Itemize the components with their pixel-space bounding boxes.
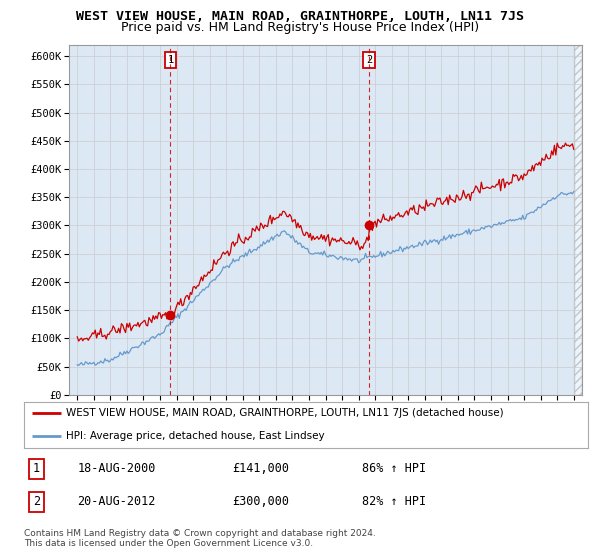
Text: 1: 1 <box>167 55 173 65</box>
Text: £300,000: £300,000 <box>233 495 290 508</box>
Text: £141,000: £141,000 <box>233 463 290 475</box>
Text: WEST VIEW HOUSE, MAIN ROAD, GRAINTHORPE, LOUTH, LN11 7JS (detached house): WEST VIEW HOUSE, MAIN ROAD, GRAINTHORPE,… <box>66 408 504 418</box>
Text: HPI: Average price, detached house, East Lindsey: HPI: Average price, detached house, East… <box>66 431 325 441</box>
Text: 1: 1 <box>33 463 40 475</box>
Text: 86% ↑ HPI: 86% ↑ HPI <box>362 463 427 475</box>
Text: 20-AUG-2012: 20-AUG-2012 <box>77 495 156 508</box>
Text: 2: 2 <box>366 55 372 65</box>
Text: Price paid vs. HM Land Registry's House Price Index (HPI): Price paid vs. HM Land Registry's House … <box>121 21 479 34</box>
Bar <box>574 45 582 395</box>
Text: 2: 2 <box>33 495 40 508</box>
Text: 18-AUG-2000: 18-AUG-2000 <box>77 463 156 475</box>
Text: WEST VIEW HOUSE, MAIN ROAD, GRAINTHORPE, LOUTH, LN11 7JS: WEST VIEW HOUSE, MAIN ROAD, GRAINTHORPE,… <box>76 10 524 22</box>
Text: Contains HM Land Registry data © Crown copyright and database right 2024.
This d: Contains HM Land Registry data © Crown c… <box>24 529 376 548</box>
Text: 82% ↑ HPI: 82% ↑ HPI <box>362 495 427 508</box>
